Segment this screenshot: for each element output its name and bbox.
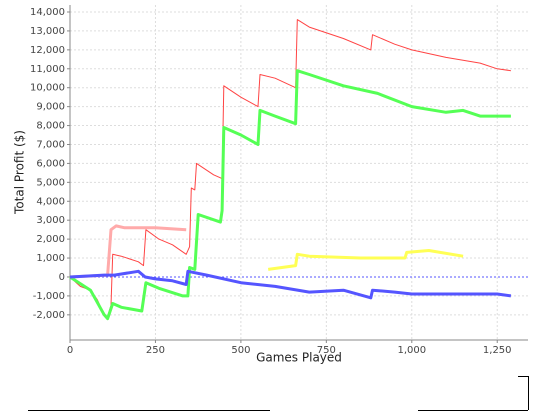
x-tick-label: 0 [67, 345, 73, 356]
y-tick-label: 13,000 [30, 26, 65, 37]
y-tick-label: 5,000 [36, 177, 65, 188]
y-tick-label: 12,000 [30, 45, 65, 56]
x-tick-label: 1,000 [397, 345, 426, 356]
series-line [69, 69, 511, 321]
y-tick-label: 11,000 [30, 64, 65, 75]
y-tick-label: 1,000 [36, 253, 65, 264]
footer-lines [28, 376, 529, 411]
x-tick-label: 500 [231, 345, 250, 356]
y-tick-label: 14,000 [30, 7, 65, 18]
y-axis-title: Total Profit ($) [13, 130, 27, 215]
y-tick-label: 0 [59, 272, 65, 283]
y-tick-label: 9,000 [36, 102, 65, 113]
y-tick-label: 10,000 [30, 83, 65, 94]
y-tick-label: 6,000 [36, 158, 65, 169]
y-tick-label: 2,000 [36, 234, 65, 245]
x-axis-title: Games Played [256, 351, 342, 365]
bracket [518, 376, 529, 410]
series-line [69, 19, 511, 318]
x-tick-label: 750 [317, 345, 336, 356]
y-tick-label: 7,000 [36, 139, 65, 150]
x-tick-label: 250 [146, 345, 165, 356]
y-tick-label: 4,000 [36, 196, 65, 207]
y-tick-label: 8,000 [36, 121, 65, 132]
x-tick-label: 1,250 [483, 345, 512, 356]
y-tick-label: -1,000 [33, 291, 65, 302]
y-tick-label: -2,000 [33, 310, 65, 321]
y-tick-label: 3,000 [36, 215, 65, 226]
series-line [69, 269, 512, 300]
series-line [267, 249, 464, 271]
